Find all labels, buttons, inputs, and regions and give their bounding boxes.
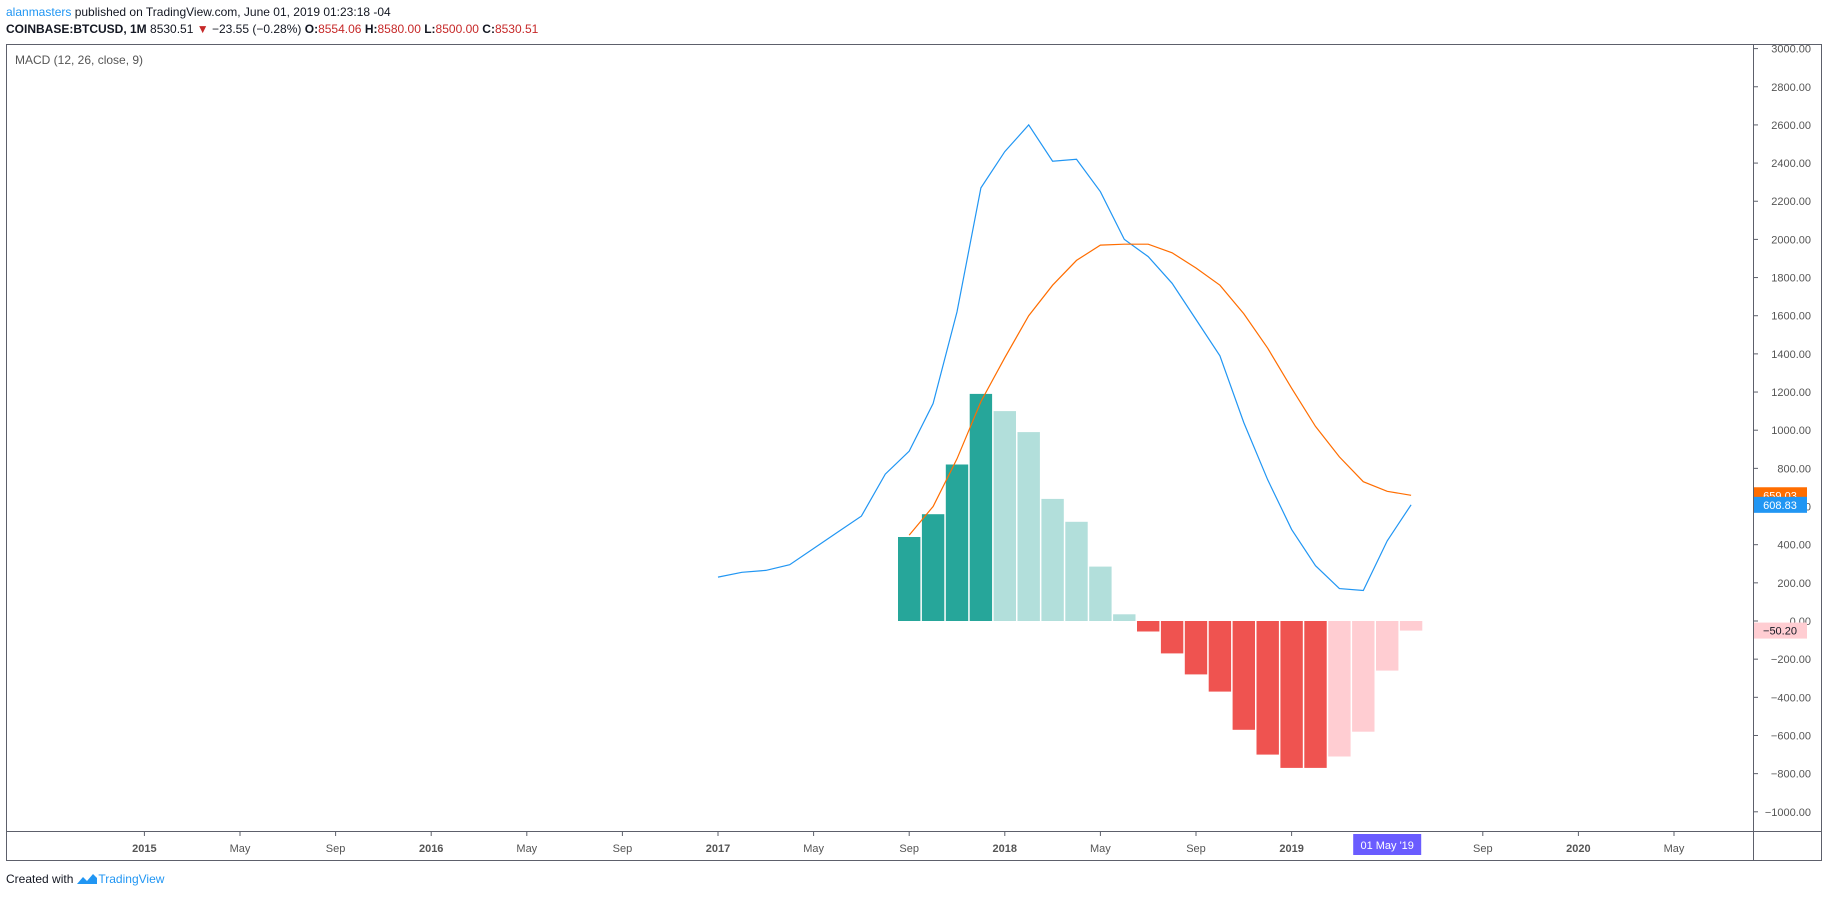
histogram-bar xyxy=(1017,432,1040,621)
last-price: 8530.51 xyxy=(150,22,194,36)
created-with-text: Created with xyxy=(6,872,74,886)
y-tick-label: 2000.00 xyxy=(1771,234,1811,246)
histogram-bar xyxy=(921,514,945,621)
histogram-bar xyxy=(1065,521,1088,621)
price-change: −23.55 (−0.28%) xyxy=(211,22,302,36)
y-tick-label: 1600.00 xyxy=(1771,311,1811,323)
macd-line xyxy=(717,123,1412,592)
y-tick-label: 200.00 xyxy=(1777,578,1811,590)
x-tick-label: Sep xyxy=(613,843,633,855)
histogram-bar xyxy=(1208,621,1232,692)
tradingview-logo-icon xyxy=(77,874,98,884)
x-tick-label: May xyxy=(1664,843,1685,855)
crosshair-time-label: 01 May '19 xyxy=(1360,840,1413,852)
macd-last-value-bg xyxy=(1754,496,1807,513)
y-tick-label: 1400.00 xyxy=(1771,349,1811,361)
histogram-bar xyxy=(1352,621,1375,732)
histogram-bar xyxy=(1113,614,1136,621)
histogram-bar xyxy=(1256,621,1279,755)
high-value: 8580.00 xyxy=(377,22,421,36)
histogram-last-value-bg xyxy=(1754,622,1807,639)
y-tick-label: 2200.00 xyxy=(1771,196,1811,208)
histogram-bar xyxy=(993,411,1016,621)
histogram-bar xyxy=(1041,498,1064,621)
y-tick-label: −400.00 xyxy=(1771,692,1811,704)
histogram-bar xyxy=(1160,621,1184,654)
y-tick-label: −800.00 xyxy=(1771,769,1811,781)
x-tick-label: May xyxy=(803,843,824,855)
histogram-bar xyxy=(969,393,993,621)
histogram-bar xyxy=(1280,621,1303,768)
symbol-label: COINBASE:BTCUSD, 1M xyxy=(6,22,147,36)
y-tick-label: 1200.00 xyxy=(1771,387,1811,399)
y-tick-label: 3000.00 xyxy=(1771,44,1811,56)
x-tick-label: 2016 xyxy=(419,843,443,855)
price-axis[interactable]: 3000.00 2800.00 2600.00 2400.00 2200.00 2000.… xyxy=(1753,44,1811,819)
publish-info: alanmasters published on TradingView.com… xyxy=(6,5,391,19)
x-tick-label: 2019 xyxy=(1279,843,1303,855)
tradingview-link[interactable]: TradingView xyxy=(76,872,164,886)
y-tick-label: 2400.00 xyxy=(1771,158,1811,170)
x-tick-label: May xyxy=(516,843,537,855)
y-tick-label: 1800.00 xyxy=(1771,273,1811,285)
high-label: H: xyxy=(364,22,378,36)
open-label: O: xyxy=(304,22,319,36)
close-label: C: xyxy=(482,22,495,36)
y-tick-label: 400.00 xyxy=(1777,540,1811,552)
macd-last-value: 608.83 xyxy=(1763,500,1797,512)
y-tick-label: −1000.00 xyxy=(1765,807,1811,819)
histogram-layer xyxy=(898,393,1423,768)
signal-line xyxy=(908,243,1412,536)
low-value: 8500.00 xyxy=(435,22,479,36)
histogram-bar xyxy=(1328,621,1351,757)
histogram-bar xyxy=(1376,621,1399,671)
author-link[interactable]: alanmasters xyxy=(6,5,72,19)
x-tick-label: 2015 xyxy=(132,843,156,855)
x-tick-label: 2017 xyxy=(706,843,730,855)
y-tick-label: −200.00 xyxy=(1771,654,1811,666)
histogram-bar xyxy=(1304,621,1327,768)
indicator-title: MACD (12, 26, close, 9) xyxy=(15,53,143,67)
close-value: 8530.51 xyxy=(494,22,539,36)
histogram-last-value: −50.20 xyxy=(1763,626,1797,638)
y-tick-label: 1000.00 xyxy=(1771,425,1811,437)
x-tick-label: Sep xyxy=(326,843,346,855)
x-tick-label: May xyxy=(230,843,251,855)
histogram-bar xyxy=(1089,566,1112,621)
low-label: L: xyxy=(424,22,436,36)
x-tick-label: Sep xyxy=(1473,843,1493,855)
x-tick-label: May xyxy=(1090,843,1111,855)
x-tick-label: Sep xyxy=(1186,843,1206,855)
y-tick-label: −600.00 xyxy=(1771,730,1811,742)
down-arrow-icon: ▼ xyxy=(196,22,209,36)
histogram-bar xyxy=(945,464,969,621)
x-tick-label: 2020 xyxy=(1566,843,1590,855)
histogram-bar xyxy=(898,537,921,621)
x-tick-label: 2018 xyxy=(993,843,1017,855)
histogram-bar xyxy=(1232,621,1255,730)
brand-label: TradingView xyxy=(98,872,165,886)
open-value: 8554.06 xyxy=(318,22,362,36)
x-tick-label: Sep xyxy=(899,843,919,855)
histogram-bar xyxy=(1137,621,1160,632)
time-axis[interactable]: 2015 May Sep 2016 May Sep 2017 May Sep 2018 May Sep… xyxy=(132,831,1685,855)
chart-frame xyxy=(6,44,1822,861)
y-tick-label: 800.00 xyxy=(1777,463,1811,475)
y-tick-label: 2600.00 xyxy=(1771,120,1811,132)
histogram-bar xyxy=(1184,621,1208,675)
published-text: published on TradingView.com, June 01, 2… xyxy=(71,5,391,19)
histogram-bar xyxy=(1399,621,1423,631)
crosshair-time-label-bg xyxy=(1353,834,1422,855)
symbol-info: COINBASE:BTCUSD, 1M 8530.51 ▼ −23.55 (−0… xyxy=(6,22,538,36)
lines-layer xyxy=(717,123,1412,592)
y-tick-label: 2800.00 xyxy=(1771,82,1811,94)
footer: Created with TradingView xyxy=(6,872,164,886)
